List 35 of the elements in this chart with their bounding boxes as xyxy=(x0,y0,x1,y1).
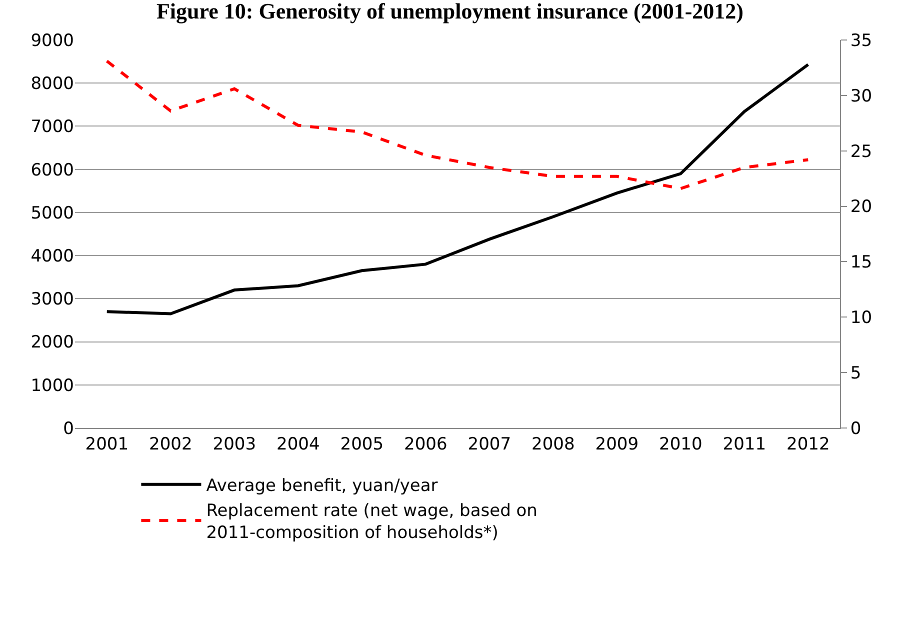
x-tick-label: 2012 xyxy=(786,434,830,454)
y-tick-label: 5000 xyxy=(30,203,74,224)
x-tick-label: 2005 xyxy=(340,434,384,454)
x-tick-label: 2010 xyxy=(658,434,702,454)
x-tick-label: 2003 xyxy=(212,434,256,454)
y2-tick-label: 25 xyxy=(850,142,872,162)
y-tick-label: 9000 xyxy=(30,30,74,51)
y2-tick-label: 5 xyxy=(850,364,862,384)
y-tick-label: 4000 xyxy=(30,246,74,267)
x-tick-label: 2002 xyxy=(148,434,192,454)
y2-tick-label: 10 xyxy=(850,308,872,328)
x-tick-label: 2004 xyxy=(276,434,320,454)
y2-tick-label: 35 xyxy=(850,30,872,51)
chart-title: Figure 10: Generosity of unemployment insurance (2001-2012) xyxy=(156,0,744,24)
x-tick-label: 2006 xyxy=(404,434,448,454)
y-tick-label: 0 xyxy=(63,418,74,439)
y-tick-label: 2000 xyxy=(30,332,74,353)
x-tick-label: 2011 xyxy=(722,434,766,454)
legend-label: Average benefit, yuan/year xyxy=(206,476,438,496)
legend-label: Replacement rate (net wage, based on 2011-composition of households*) xyxy=(206,501,538,544)
y2-tick-label: 0 xyxy=(850,418,862,439)
y2-tick-label: 20 xyxy=(850,197,872,218)
y-tick-label: 8000 xyxy=(30,74,74,94)
y2-tick-label: 30 xyxy=(850,86,872,106)
y-tick-label: 1000 xyxy=(30,376,74,396)
line-series xyxy=(105,63,810,316)
y-tick-label: 3000 xyxy=(30,290,74,310)
x-tick-label: 2009 xyxy=(595,434,639,454)
x-tick-label: 2001 xyxy=(85,434,129,454)
x-tick-label: 2008 xyxy=(531,434,575,454)
y-tick-label: 7000 xyxy=(30,117,74,138)
x-tick-label: 2007 xyxy=(468,434,512,454)
y-tick-label: 6000 xyxy=(30,160,74,180)
y2-tick-label: 15 xyxy=(850,252,872,273)
line-series xyxy=(105,60,810,190)
